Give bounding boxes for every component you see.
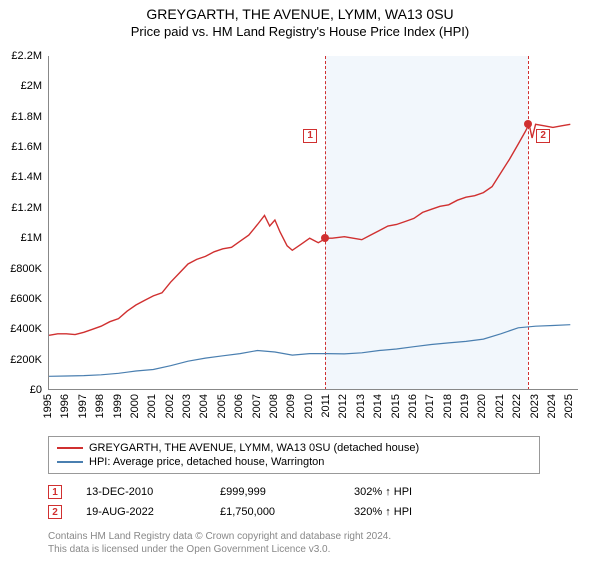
chart-area: 12 £0£200K£400K£600K£800K£1M£1.2M£1.4M£1… [48, 56, 578, 390]
x-tick-label: 2023 [529, 394, 541, 418]
x-tick-label: 1995 [42, 394, 54, 418]
x-tick-label: 2016 [407, 394, 419, 418]
y-tick-label: £1M [21, 232, 42, 244]
legend-label: GREYGARTH, THE AVENUE, LYMM, WA13 0SU (d… [89, 442, 419, 454]
x-tick-label: 2009 [285, 394, 297, 418]
chart-title: GREYGARTH, THE AVENUE, LYMM, WA13 0SU [0, 6, 600, 22]
legend-label: HPI: Average price, detached house, Warr… [89, 456, 324, 468]
chart-marker-box: 1 [303, 129, 317, 143]
marker-price: £999,999 [220, 486, 330, 498]
marker-date: 13-DEC-2010 [86, 486, 196, 498]
x-tick-label: 2004 [198, 394, 210, 418]
marker-number-box: 1 [48, 485, 62, 499]
x-tick-label: 2007 [251, 394, 263, 418]
marker-delta: 320% ↑ HPI [354, 506, 464, 518]
x-tick-label: 2015 [390, 394, 402, 418]
x-tick-label: 2022 [511, 394, 523, 418]
x-tick-label: 2018 [442, 394, 454, 418]
y-tick-label: £2M [21, 80, 42, 92]
x-tick-label: 2000 [129, 394, 141, 418]
x-tick-label: 1997 [77, 394, 89, 418]
y-tick-label: £1.4M [11, 171, 42, 183]
plot-area [48, 56, 578, 390]
x-tick-label: 2005 [216, 394, 228, 418]
y-tick-label: £1.8M [11, 111, 42, 123]
y-tick-label: £200K [10, 354, 42, 366]
y-tick-label: £1.6M [11, 141, 42, 153]
x-tick-label: 2001 [146, 394, 158, 418]
marker-delta: 302% ↑ HPI [354, 486, 464, 498]
marker-dot [321, 234, 329, 242]
legend-swatch [57, 461, 83, 463]
x-tick-label: 2025 [563, 394, 575, 418]
legend: GREYGARTH, THE AVENUE, LYMM, WA13 0SU (d… [48, 436, 540, 474]
x-tick-label: 1996 [59, 394, 71, 418]
x-tick-label: 2006 [233, 394, 245, 418]
x-tick-label: 2014 [372, 394, 384, 418]
x-tick-label: 2020 [476, 394, 488, 418]
legend-row: GREYGARTH, THE AVENUE, LYMM, WA13 0SU (d… [57, 441, 531, 455]
y-tick-label: £2.2M [11, 50, 42, 62]
x-tick-label: 2013 [355, 394, 367, 418]
x-tick-label: 2021 [494, 394, 506, 418]
marker-price: £1,750,000 [220, 506, 330, 518]
x-tick-label: 2019 [459, 394, 471, 418]
marker-number-box: 2 [48, 505, 62, 519]
marker-dot [524, 120, 532, 128]
x-tick-label: 2008 [268, 394, 280, 418]
y-tick-label: £600K [10, 293, 42, 305]
footer: Contains HM Land Registry data © Crown c… [48, 530, 391, 556]
marker-date: 19-AUG-2022 [86, 506, 196, 518]
markers-table-row: 2 19-AUG-2022 £1,750,000 320% ↑ HPI [48, 502, 540, 522]
x-tick-label: 1998 [94, 394, 106, 418]
x-tick-label: 2017 [424, 394, 436, 418]
x-tick-label: 2011 [320, 394, 332, 418]
markers-table-row: 1 13-DEC-2010 £999,999 302% ↑ HPI [48, 482, 540, 502]
markers-table: 1 13-DEC-2010 £999,999 302% ↑ HPI 2 19-AUG-20… [48, 482, 540, 522]
chart-subtitle: Price paid vs. HM Land Registry's House … [0, 24, 600, 39]
chart-marker-box: 2 [536, 129, 550, 143]
chart-container: GREYGARTH, THE AVENUE, LYMM, WA13 0SU Pr… [0, 6, 600, 566]
legend-row: HPI: Average price, detached house, Warr… [57, 455, 531, 469]
footer-line2: This data is licensed under the Open Gov… [48, 543, 391, 556]
y-tick-label: £800K [10, 263, 42, 275]
x-tick-label: 2024 [546, 394, 558, 418]
legend-swatch [57, 447, 83, 449]
y-tick-label: £0 [30, 384, 42, 396]
plot-svg [49, 56, 579, 390]
x-tick-label: 2002 [164, 394, 176, 418]
x-tick-label: 2003 [181, 394, 193, 418]
y-tick-label: £400K [10, 323, 42, 335]
series-line [49, 124, 570, 335]
footer-line1: Contains HM Land Registry data © Crown c… [48, 530, 391, 543]
x-tick-label: 2010 [303, 394, 315, 418]
x-tick-label: 1999 [112, 394, 124, 418]
x-tick-label: 2012 [337, 394, 349, 418]
series-line [49, 325, 570, 377]
y-tick-label: £1.2M [11, 202, 42, 214]
